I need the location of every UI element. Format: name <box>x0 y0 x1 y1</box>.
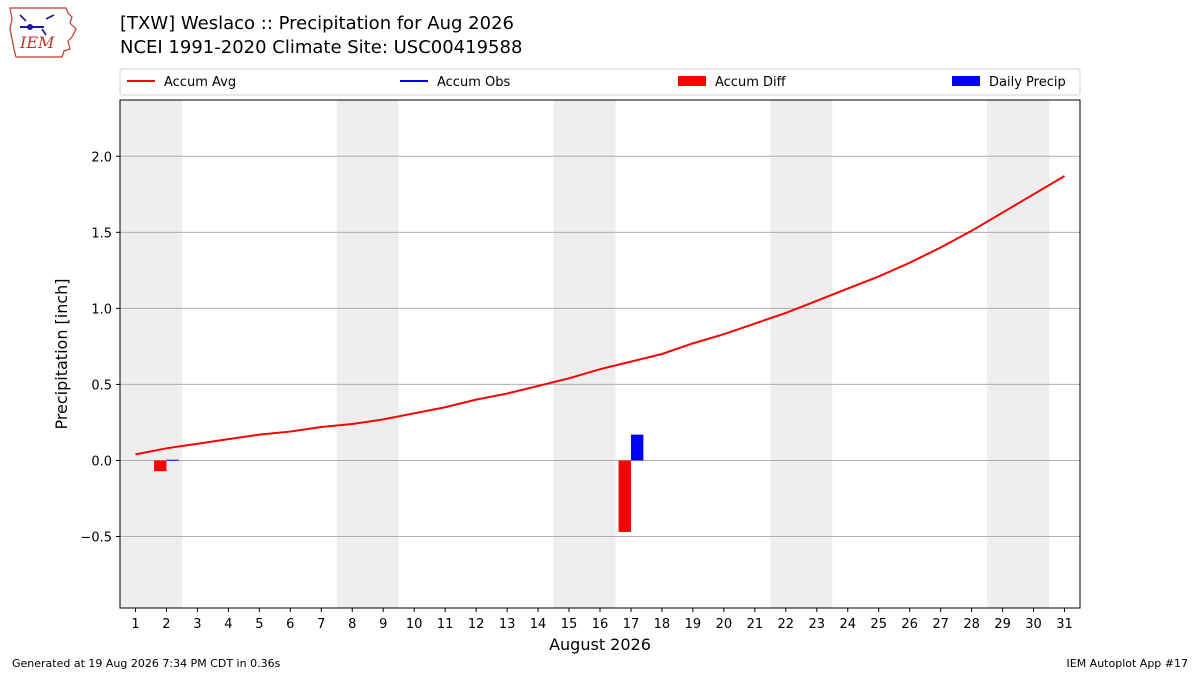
footer-generated: Generated at 19 Aug 2026 7:34 PM CDT in … <box>12 657 281 670</box>
weekend-band-day-22 <box>770 100 802 608</box>
x-tick-label: 15 <box>561 617 578 632</box>
x-tick-label: 10 <box>406 617 423 632</box>
x-tick-label: 6 <box>286 617 294 632</box>
daily-precip-bar-day-17 <box>630 434 644 461</box>
daily-precip-bar-day-2 <box>166 459 179 461</box>
legend-accum-diff-swatch <box>678 76 706 86</box>
legend-accum-avg-label: Accum Avg <box>164 75 236 90</box>
x-tick-label: 30 <box>1025 617 1042 632</box>
weekend-band-day-23 <box>801 100 833 608</box>
x-tick-label: 7 <box>317 617 325 632</box>
y-tick-label: 1.5 <box>91 226 112 241</box>
y-tick-label: −0.5 <box>80 531 112 546</box>
x-tick-label: 24 <box>839 617 856 632</box>
weekend-band-day-29 <box>987 100 1019 608</box>
x-tick-label: 19 <box>685 617 702 632</box>
x-tick-label: 25 <box>870 617 887 632</box>
x-tick-label: 13 <box>499 617 516 632</box>
x-tick-label: 27 <box>932 617 949 632</box>
x-tick-label: 14 <box>530 617 547 632</box>
x-tick-label: 2 <box>162 617 170 632</box>
weekend-band-day-1 <box>120 100 151 608</box>
iowa-map-icon <box>9 7 77 58</box>
accum-diff-bar-day-2 <box>154 460 167 472</box>
x-tick-label: 3 <box>193 617 201 632</box>
x-tick-label: 1 <box>131 617 139 632</box>
weekend-band-day-15 <box>553 100 585 608</box>
x-tick-label: 21 <box>747 617 764 632</box>
x-tick-label: 18 <box>654 617 671 632</box>
weekend-band-day-16 <box>584 100 616 608</box>
x-tick-label: 4 <box>224 617 232 632</box>
x-tick-label: 17 <box>623 617 640 632</box>
grid-lines <box>120 155 1080 538</box>
x-tick-label: 11 <box>437 617 454 632</box>
legend-daily-precip-swatch <box>952 76 980 86</box>
weekend-band-day-2 <box>150 100 182 608</box>
y-tick-label: 0.5 <box>91 378 112 393</box>
legend: Accum Avg Accum Obs Accum Diff Daily Precip <box>127 75 1066 90</box>
x-tick-label: 9 <box>379 617 387 632</box>
chart-title: [TXW] Weslaco :: Precipitation for Aug 2… <box>120 13 514 34</box>
accum-diff-bar-day-17 <box>618 460 631 532</box>
footer-app: IEM Autoplot App #17 <box>1066 657 1189 670</box>
x-tick-label: 12 <box>468 617 485 632</box>
x-tick-label: 8 <box>348 617 356 632</box>
x-tick-label: 5 <box>255 617 263 632</box>
x-tick-label: 16 <box>592 617 609 632</box>
legend-accum-obs-label: Accum Obs <box>437 75 510 90</box>
y-tick-label: 1.0 <box>91 302 112 317</box>
x-tick-label: 22 <box>778 617 795 632</box>
x-axis-label: August 2026 <box>549 635 651 654</box>
y-axis: −0.5 0.0 0.5 1.0 1.5 2.0 <box>80 150 120 546</box>
x-tick-label: 20 <box>716 617 733 632</box>
weekend-band-day-30 <box>1018 100 1050 608</box>
weekend-band-day-8 <box>336 100 368 608</box>
x-tick-label: 29 <box>994 617 1011 632</box>
legend-accum-diff-label: Accum Diff <box>715 75 787 90</box>
x-tick-label: 31 <box>1056 617 1073 632</box>
y-tick-label: 0.0 <box>91 454 112 469</box>
x-tick-label: 28 <box>963 617 980 632</box>
data-marks <box>135 175 1066 532</box>
weekend-bands <box>120 100 1050 608</box>
y-tick-label: 2.0 <box>91 150 112 165</box>
chart-subtitle: NCEI 1991-2020 Climate Site: USC00419588 <box>120 37 523 58</box>
legend-daily-precip-label: Daily Precip <box>989 75 1066 90</box>
iem-logo: IEM <box>6 5 80 63</box>
accum-avg-line <box>135 175 1066 456</box>
x-tick-label: 26 <box>901 617 918 632</box>
legend-box <box>119 68 1081 96</box>
x-axis: 1 2 3 4 5 6 7 8 9 10 11 12 13 14 15 16 17 18 19 20 21 22 23 24 2… <box>131 608 1073 632</box>
logo-text: IEM <box>20 33 55 52</box>
x-tick-label: 23 <box>809 617 826 632</box>
weekend-band-day-9 <box>367 100 399 608</box>
y-axis-label: Precipitation [inch] <box>52 278 71 429</box>
